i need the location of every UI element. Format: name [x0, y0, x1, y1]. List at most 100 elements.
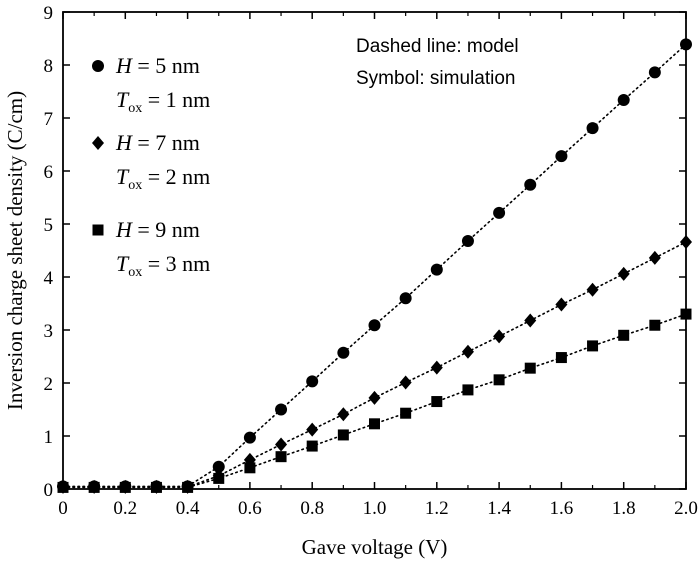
data-point-square [182, 481, 194, 493]
legend-variable: T [116, 164, 130, 189]
data-point-diamond [275, 437, 288, 452]
data-point-circle [648, 66, 661, 79]
data-point-diamond [524, 313, 537, 328]
data-point-diamond [680, 235, 692, 250]
data-point-circle [461, 234, 474, 247]
x-tick-label: 1.6 [550, 498, 574, 519]
x-tick-label: 0.8 [300, 498, 324, 519]
simulation-markers [57, 38, 692, 494]
data-point-circle [243, 431, 256, 444]
legend-variable: H [115, 217, 133, 242]
data-point-square [306, 440, 318, 452]
data-point-square [462, 384, 474, 396]
note-model: Dashed line: model [356, 36, 519, 57]
data-point-square [275, 451, 287, 463]
legend-value: = 1 nm [142, 87, 210, 112]
data-point-square [150, 481, 162, 493]
data-point-square [493, 374, 505, 386]
y-tick-label: 8 [44, 56, 54, 77]
data-point-square [369, 418, 380, 430]
data-point-square [431, 396, 443, 408]
legend-line-2: Tox = 2 nm [116, 164, 210, 193]
legend-value: = 9 nm [132, 217, 200, 242]
data-point-circle [212, 460, 225, 473]
data-point-circle [586, 122, 599, 135]
y-tick-label: 0 [44, 480, 54, 501]
data-point-diamond [493, 329, 506, 344]
data-point-diamond [368, 390, 381, 405]
legend-marker-square [92, 224, 104, 236]
data-point-square [555, 352, 567, 364]
legend-subscript: ox [128, 265, 142, 280]
data-point-circle [368, 319, 381, 332]
data-point-circle [306, 375, 319, 388]
x-tick-label: 1.8 [612, 498, 636, 519]
y-tick-label: 5 [44, 215, 54, 236]
data-point-square [400, 407, 412, 419]
data-point-diamond [648, 250, 661, 265]
data-point-circle [680, 38, 692, 51]
note-simulation: Symbol: simulation [356, 68, 515, 89]
data-point-circle [275, 403, 288, 416]
data-point-diamond [399, 375, 412, 390]
legend-line-2: Tox = 3 nm [116, 251, 210, 280]
legend-line-1: H = 9 nm [115, 217, 200, 242]
legend-line-1: H = 7 nm [115, 130, 200, 155]
data-point-circle [430, 263, 443, 276]
legend-value: = 7 nm [132, 130, 200, 155]
x-tick-label: 1.2 [425, 498, 449, 519]
y-tick-label: 6 [44, 162, 54, 183]
data-point-square [337, 429, 349, 441]
data-point-circle [337, 346, 350, 359]
axis-ticks [62, 11, 687, 490]
legend-subscript: ox [128, 178, 142, 193]
x-tick-label: 1.0 [363, 498, 387, 519]
tick-labels: 0 0.2 0.4 0.6 0.8 1.0 1.2 1.4 1.6 1.8 2.0 0 1 2 3 4 5 6 7 8… [44, 3, 698, 519]
data-point-circle [399, 292, 412, 305]
x-axis-label: Gave voltage (V) [302, 535, 448, 559]
data-point-diamond [306, 422, 319, 437]
x-tick-label: 0.6 [238, 498, 262, 519]
y-tick-label: 7 [44, 109, 54, 130]
y-tick-label: 1 [44, 427, 54, 448]
legend-line-2: Tox = 1 nm [116, 87, 210, 116]
x-tick-label: 1.4 [487, 498, 511, 519]
legend-variable: T [116, 251, 130, 276]
data-point-circle [617, 93, 630, 106]
data-point-square [587, 340, 599, 352]
data-point-square [649, 319, 661, 331]
legend-variable: H [115, 53, 133, 78]
legend-value: = 3 nm [142, 251, 210, 276]
data-point-diamond [430, 360, 443, 375]
model-line-diamond [62, 241, 687, 488]
data-point-diamond [555, 297, 568, 312]
y-tick-label: 9 [44, 3, 54, 24]
legend-line-1: H = 5 nm [115, 53, 200, 78]
legend-value: = 2 nm [142, 164, 210, 189]
data-point-diamond [617, 266, 630, 281]
legend-variable: H [115, 130, 133, 155]
y-axis-label: Inversion charge sheet density (C/cm) [3, 91, 27, 410]
legend-marker-diamond [92, 136, 104, 150]
annotation-notes: Dashed line: model Symbol: simulation [356, 36, 519, 89]
data-point-circle [493, 206, 506, 219]
legend-variable: T [116, 87, 130, 112]
x-tick-label: 0.4 [176, 498, 200, 519]
data-point-diamond [461, 344, 474, 359]
legend-subscript: ox [128, 101, 142, 116]
legend-value: = 5 nm [132, 53, 200, 78]
data-point-diamond [337, 407, 350, 422]
y-tick-label: 2 [44, 374, 54, 395]
data-point-square [244, 462, 256, 474]
y-tick-label: 4 [44, 268, 54, 289]
data-point-square [524, 362, 536, 374]
data-point-diamond [586, 282, 599, 297]
data-point-circle [524, 178, 537, 191]
x-tick-label: 0.2 [113, 498, 137, 519]
data-point-circle [555, 150, 568, 163]
data-point-square [88, 481, 100, 493]
data-point-square [213, 472, 225, 484]
x-tick-label: 2.0 [674, 498, 698, 519]
y-tick-label: 3 [44, 321, 54, 342]
